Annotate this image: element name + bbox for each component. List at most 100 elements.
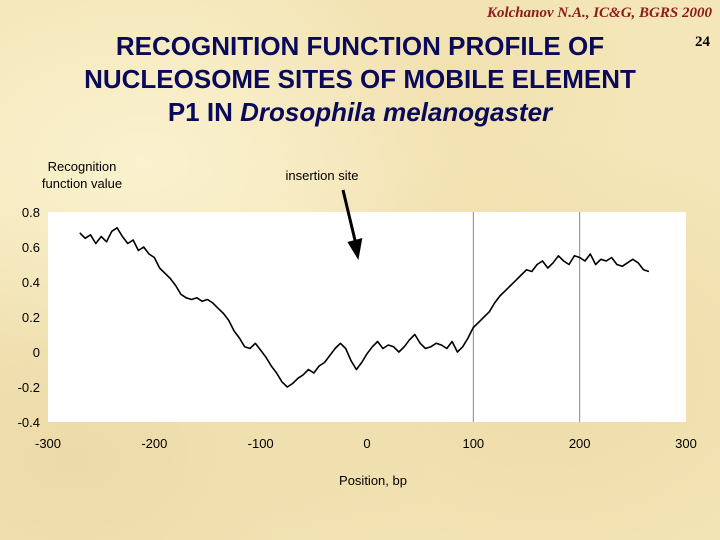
data-point <box>361 362 363 363</box>
data-point <box>223 313 224 314</box>
data-point <box>90 234 91 236</box>
data-point <box>589 253 591 255</box>
data-point <box>632 258 634 260</box>
data-point <box>398 351 400 353</box>
data-point <box>488 311 490 313</box>
data-point <box>462 346 464 348</box>
data-point <box>377 341 379 342</box>
data-point <box>414 334 416 335</box>
author-credit: Kolchanov N.A., IC&G, BGRS 2000 <box>486 5 712 21</box>
data-point <box>270 365 272 367</box>
data-point <box>286 386 288 388</box>
data-point <box>180 293 182 295</box>
y-tick-label: 0 <box>33 345 40 360</box>
data-point <box>249 348 251 349</box>
x-tick-label: 300 <box>675 436 697 451</box>
data-point <box>515 279 517 281</box>
data-point <box>228 320 230 321</box>
y-axis-label-line-2: function value <box>42 176 122 191</box>
data-point <box>573 255 575 257</box>
data-point <box>621 265 623 267</box>
slide-number: 24 <box>695 34 710 50</box>
data-point <box>531 271 533 272</box>
data-point <box>387 344 389 346</box>
y-tick-label: 0.6 <box>22 240 40 255</box>
data-point <box>467 337 469 339</box>
data-point <box>281 381 283 383</box>
data-point <box>536 264 538 265</box>
data-point <box>276 372 278 374</box>
x-tick-label: -200 <box>141 436 167 451</box>
data-point <box>137 250 139 251</box>
data-point <box>254 342 256 344</box>
data-point <box>558 255 559 257</box>
data-point <box>116 227 118 229</box>
data-point <box>175 285 177 286</box>
data-point <box>510 285 511 286</box>
data-point <box>499 295 501 297</box>
data-point <box>504 290 506 292</box>
data-point <box>441 344 442 346</box>
data-point <box>494 302 495 304</box>
data-point <box>425 348 426 349</box>
data-point <box>244 346 246 348</box>
data-point <box>196 297 198 299</box>
data-point <box>106 241 107 243</box>
data-point <box>483 316 485 318</box>
data-point <box>568 264 570 265</box>
data-point <box>547 267 549 269</box>
data-point <box>122 236 123 237</box>
data-point <box>542 260 543 262</box>
slide-title: RECOGNITION FUNCTION PROFILE OF NUCLEOSO… <box>0 30 720 129</box>
data-point <box>201 300 203 302</box>
data-point <box>132 239 134 241</box>
data-point <box>393 346 394 348</box>
data-point <box>637 262 639 264</box>
x-tick-label: 100 <box>462 436 484 451</box>
y-tick-label: 0.2 <box>22 310 40 325</box>
y-tick-label: 0.8 <box>22 205 40 220</box>
data-point <box>340 342 341 344</box>
data-point <box>95 243 97 244</box>
y-tick-label: -0.4 <box>18 415 40 430</box>
x-axis-label: Position, bp <box>339 473 407 488</box>
data-point <box>185 297 187 299</box>
data-point <box>419 342 421 344</box>
y-axis-label-line-1: Recognition <box>48 159 117 174</box>
data-point <box>371 346 373 348</box>
data-point <box>207 299 208 300</box>
series-line <box>79 227 650 388</box>
data-point <box>148 253 150 255</box>
data-point <box>292 383 293 384</box>
data-point <box>430 346 432 348</box>
data-point <box>79 232 81 234</box>
data-point <box>520 274 522 276</box>
data-point <box>382 348 384 349</box>
data-point <box>212 302 214 304</box>
data-point <box>164 272 166 274</box>
data-point <box>217 307 219 309</box>
data-point <box>111 230 113 232</box>
data-point <box>159 267 161 269</box>
data-point <box>265 356 267 358</box>
data-point <box>84 237 86 239</box>
data-point <box>584 260 586 262</box>
data-point <box>627 262 628 264</box>
data-point <box>552 262 554 264</box>
data-point <box>318 365 320 367</box>
data-point <box>611 257 612 258</box>
data-point <box>600 258 602 260</box>
title-line-1: RECOGNITION FUNCTION PROFILE OF <box>115 31 605 61</box>
data-point <box>478 321 480 323</box>
data-point <box>435 342 437 344</box>
data-point <box>233 330 235 332</box>
insertion-site-arrowhead <box>347 238 363 260</box>
data-point <box>260 349 262 351</box>
data-point <box>127 243 129 244</box>
data-point <box>302 374 304 376</box>
title-line-3: P1 IN Drosophila melanogaster <box>0 96 720 129</box>
data-point <box>143 246 145 248</box>
data-point <box>403 346 405 348</box>
data-point <box>153 257 155 258</box>
plot-area <box>48 212 686 422</box>
